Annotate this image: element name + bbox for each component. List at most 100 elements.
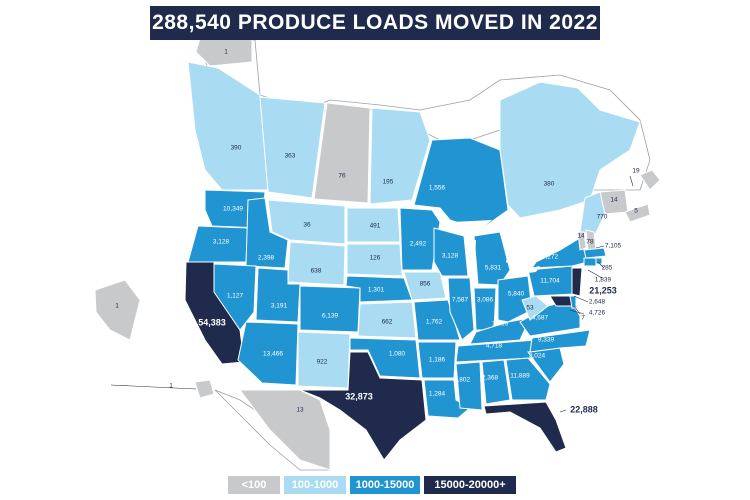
label-vermont: 14 (577, 233, 585, 240)
label-kansas: 662 (382, 319, 393, 326)
label-mexico: 13 (296, 407, 304, 414)
label-new-jersey: 21,253 (589, 285, 617, 295)
label-massachusetts: 7,105 (605, 243, 622, 250)
label-nebraska: 1,301 (368, 287, 385, 294)
region-new-jersey (571, 267, 583, 297)
region-illinois (447, 277, 475, 341)
region-hawaii (194, 379, 215, 399)
region-vermont (577, 231, 587, 251)
label-maine: 770 (597, 214, 608, 221)
label-alabama: 2,368 (482, 375, 499, 382)
label-newfoundland: 19 (632, 168, 640, 175)
region-west-virginia (521, 295, 549, 321)
label-oregon: 3,128 (213, 239, 230, 246)
region-newfoundland (639, 169, 661, 191)
label-ohio: 5,840 (508, 291, 525, 298)
legend-item-1000-15000: 1000-15000 (350, 476, 420, 494)
region-nevada (213, 263, 257, 331)
label-minnesota: 2,492 (410, 241, 427, 248)
label-north-carolina: 9,339 (538, 337, 555, 344)
region-alabama (481, 359, 511, 405)
label-illinois: 7,587 (452, 297, 469, 304)
region-missouri (413, 299, 461, 341)
label-british-columbia: 390 (231, 145, 242, 152)
label-north-dakota: 491 (370, 223, 381, 230)
region-nebraska (345, 275, 413, 303)
region-alaska (94, 279, 141, 341)
label-alberta: 363 (285, 153, 296, 160)
label-south-carolina: 3,024 (529, 353, 546, 360)
label-utah: 3,191 (271, 303, 288, 310)
label-louisiana: 1,284 (429, 391, 446, 398)
region-british-columbia (187, 61, 269, 191)
legend-item-lt100: <100 (228, 476, 280, 494)
label-west-virginia: 53 (526, 305, 534, 312)
region-colorado (299, 285, 361, 333)
label-alaska: 1 (115, 303, 119, 310)
label-arizona: 13,466 (263, 351, 283, 358)
label-wisconsin: 3,128 (442, 253, 459, 260)
label-virginia: 4,687 (532, 315, 549, 322)
region-utah (255, 267, 301, 323)
region-manitoba (369, 107, 431, 205)
label-pennsylvania: 11,704 (540, 278, 560, 285)
label-indiana: 3,086 (477, 297, 494, 304)
label-quebec: 380 (544, 181, 555, 188)
region-michigan (473, 231, 511, 286)
label-connecticut: 1,839 (595, 277, 612, 284)
label-mississippi: 2,802 (454, 377, 471, 384)
region-maine (579, 191, 606, 236)
label-michigan: 5,831 (485, 265, 502, 272)
label-new-mexico: 922 (317, 359, 328, 366)
label-new-hampshire: 78 (586, 239, 594, 246)
region-florida (483, 401, 567, 453)
label-arkansas: 1,186 (429, 357, 446, 364)
label-south-dakota: 126 (370, 255, 381, 262)
label-florida: 22,888 (570, 404, 598, 414)
label-hawaii: 1 (169, 383, 173, 390)
legend-item-15000-20000: 15000-20000+ (424, 476, 516, 494)
label-montana: 36 (303, 222, 311, 229)
region-ohio (497, 275, 533, 323)
region-connecticut (583, 257, 597, 267)
label-dc: 7 (581, 315, 585, 322)
region-saskatchewan (313, 102, 371, 204)
region-mexico (239, 389, 331, 471)
label-new-york: 6,272 (542, 254, 559, 261)
label-colorado: 6,139 (322, 313, 339, 320)
label-ontario: 1,556 (429, 185, 446, 192)
label-georgia: 11,889 (510, 373, 530, 380)
region-wyoming (287, 241, 346, 286)
label-new-brunswick: 14 (610, 197, 618, 204)
region-labels: 111390363761951,5563801914577014787,1052… (115, 49, 640, 415)
label-wyoming: 638 (311, 268, 322, 275)
region-iowa (403, 271, 447, 301)
region-arkansas (417, 341, 457, 379)
label-tennessee: 4,718 (486, 343, 503, 350)
region-north-carolina (529, 329, 591, 353)
label-manitoba: 195 (383, 179, 394, 186)
label-nova-scotia: 5 (634, 208, 638, 215)
region-georgia (505, 357, 551, 401)
label-idaho: 2,398 (258, 255, 275, 262)
label-maryland: 4,726 (589, 310, 606, 317)
leader-lines (110, 175, 634, 413)
label-kentucky: 1,669 (492, 321, 509, 328)
region-montana (267, 199, 346, 245)
label-delaware: 2,648 (589, 299, 606, 306)
region-north-dakota (346, 207, 401, 243)
label-rhode-island: 285 (602, 265, 613, 272)
label-iowa: 856 (420, 281, 431, 288)
region-mississippi (455, 361, 483, 411)
label-missouri: 1,762 (426, 319, 443, 326)
legend: <100 100-1000 1000-15000 15000-20000+ (228, 476, 516, 494)
page-title: 288,540 PRODUCE LOADS MOVED IN 2022 (150, 6, 600, 40)
region-rhode-island (595, 257, 603, 265)
label-texas: 32,873 (345, 391, 373, 401)
region-alberta (259, 96, 326, 199)
label-saskatchewan: 76 (338, 173, 346, 180)
great-lakes (452, 220, 540, 280)
label-oklahoma: 1,080 (389, 351, 406, 358)
region-quebec (499, 81, 641, 219)
